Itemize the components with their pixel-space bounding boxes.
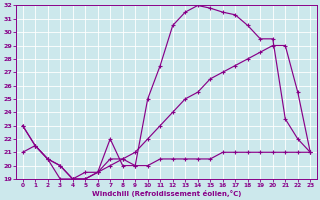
X-axis label: Windchill (Refroidissement éolien,°C): Windchill (Refroidissement éolien,°C) bbox=[92, 190, 241, 197]
